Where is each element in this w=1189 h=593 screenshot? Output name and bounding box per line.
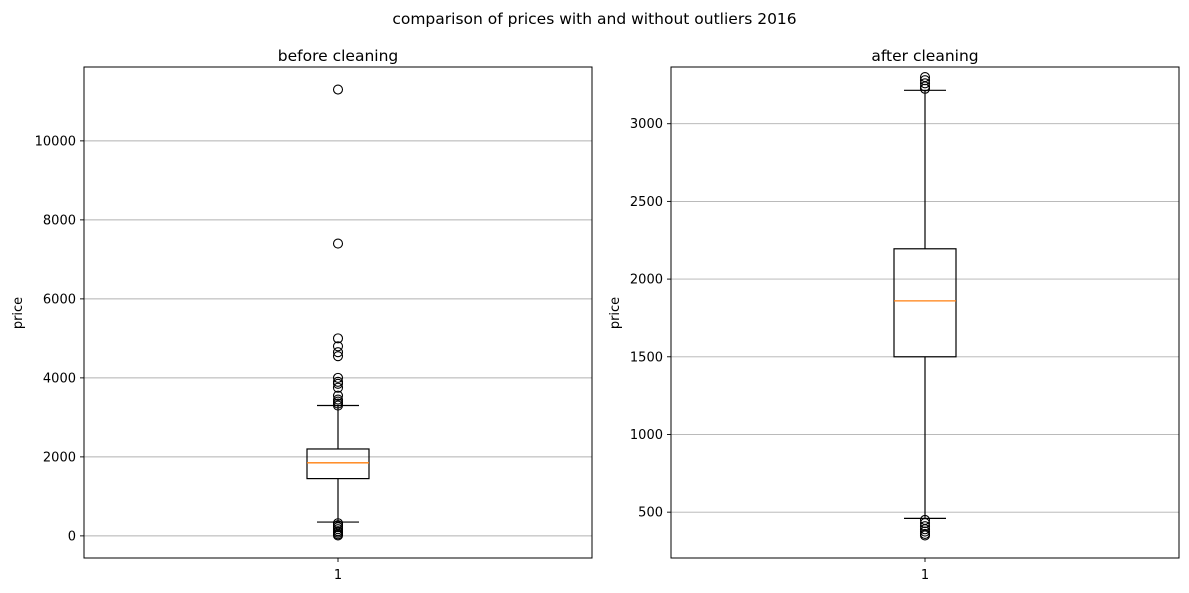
outlier-point bbox=[332, 238, 344, 249]
outlier-point bbox=[332, 390, 344, 401]
y-tick-label: 2000 bbox=[630, 273, 663, 288]
panel-after-cleaning: after cleaning price 500 1000 1500 2000 2500… bbox=[608, 47, 1180, 583]
x-tick-label: 1 bbox=[921, 568, 929, 583]
outlier-point bbox=[332, 347, 344, 358]
y-tick-label: 4000 bbox=[43, 371, 76, 386]
panel-before-cleaning: before cleaning price 0 2000 4000 6000 8000 1… bbox=[11, 47, 593, 583]
plot-area: 500 1000 1500 2000 2500 3000 1 bbox=[630, 66, 1180, 583]
x-tick-label: 1 bbox=[334, 568, 342, 583]
outlier-point bbox=[332, 382, 344, 393]
iqr-box bbox=[893, 248, 957, 358]
outlier-point bbox=[332, 341, 344, 352]
y-tick-label: 2000 bbox=[43, 450, 76, 465]
outlier-point bbox=[919, 526, 931, 537]
y-tick-label: 3000 bbox=[630, 117, 663, 132]
y-axis-label: price bbox=[11, 297, 26, 329]
y-tick-label: 6000 bbox=[43, 292, 76, 307]
panel-title: after cleaning bbox=[871, 47, 978, 65]
plot-area: 0 2000 4000 6000 8000 10000 1 bbox=[35, 66, 593, 583]
outlier-point bbox=[332, 372, 344, 383]
y-tick-label: 2500 bbox=[630, 195, 663, 210]
y-tick-label: 8000 bbox=[43, 213, 76, 228]
outlier-point bbox=[332, 378, 344, 389]
y-tick-label: 1000 bbox=[630, 428, 663, 443]
outlier-point bbox=[919, 78, 931, 89]
iqr-box bbox=[306, 448, 370, 480]
y-tick-label: 0 bbox=[68, 529, 76, 544]
outlier-point bbox=[919, 83, 931, 94]
panel-title: before cleaning bbox=[278, 47, 398, 65]
outlier-point bbox=[919, 530, 931, 541]
outlier-point bbox=[332, 84, 344, 95]
outlier-point bbox=[332, 333, 344, 344]
axes-frame bbox=[83, 66, 593, 559]
outlier-point bbox=[919, 524, 931, 535]
figure-suptitle: comparison of prices with and without ou… bbox=[392, 10, 796, 28]
y-tick-label: 1500 bbox=[630, 350, 663, 365]
axes-frame bbox=[670, 66, 1180, 559]
outlier-point bbox=[332, 351, 344, 362]
outlier-point bbox=[332, 400, 344, 411]
y-tick-label: 500 bbox=[638, 506, 663, 521]
outlier-point bbox=[919, 81, 931, 92]
y-axis-label: price bbox=[608, 297, 623, 329]
y-tick-label: 10000 bbox=[35, 134, 76, 149]
outlier-point bbox=[332, 530, 344, 541]
